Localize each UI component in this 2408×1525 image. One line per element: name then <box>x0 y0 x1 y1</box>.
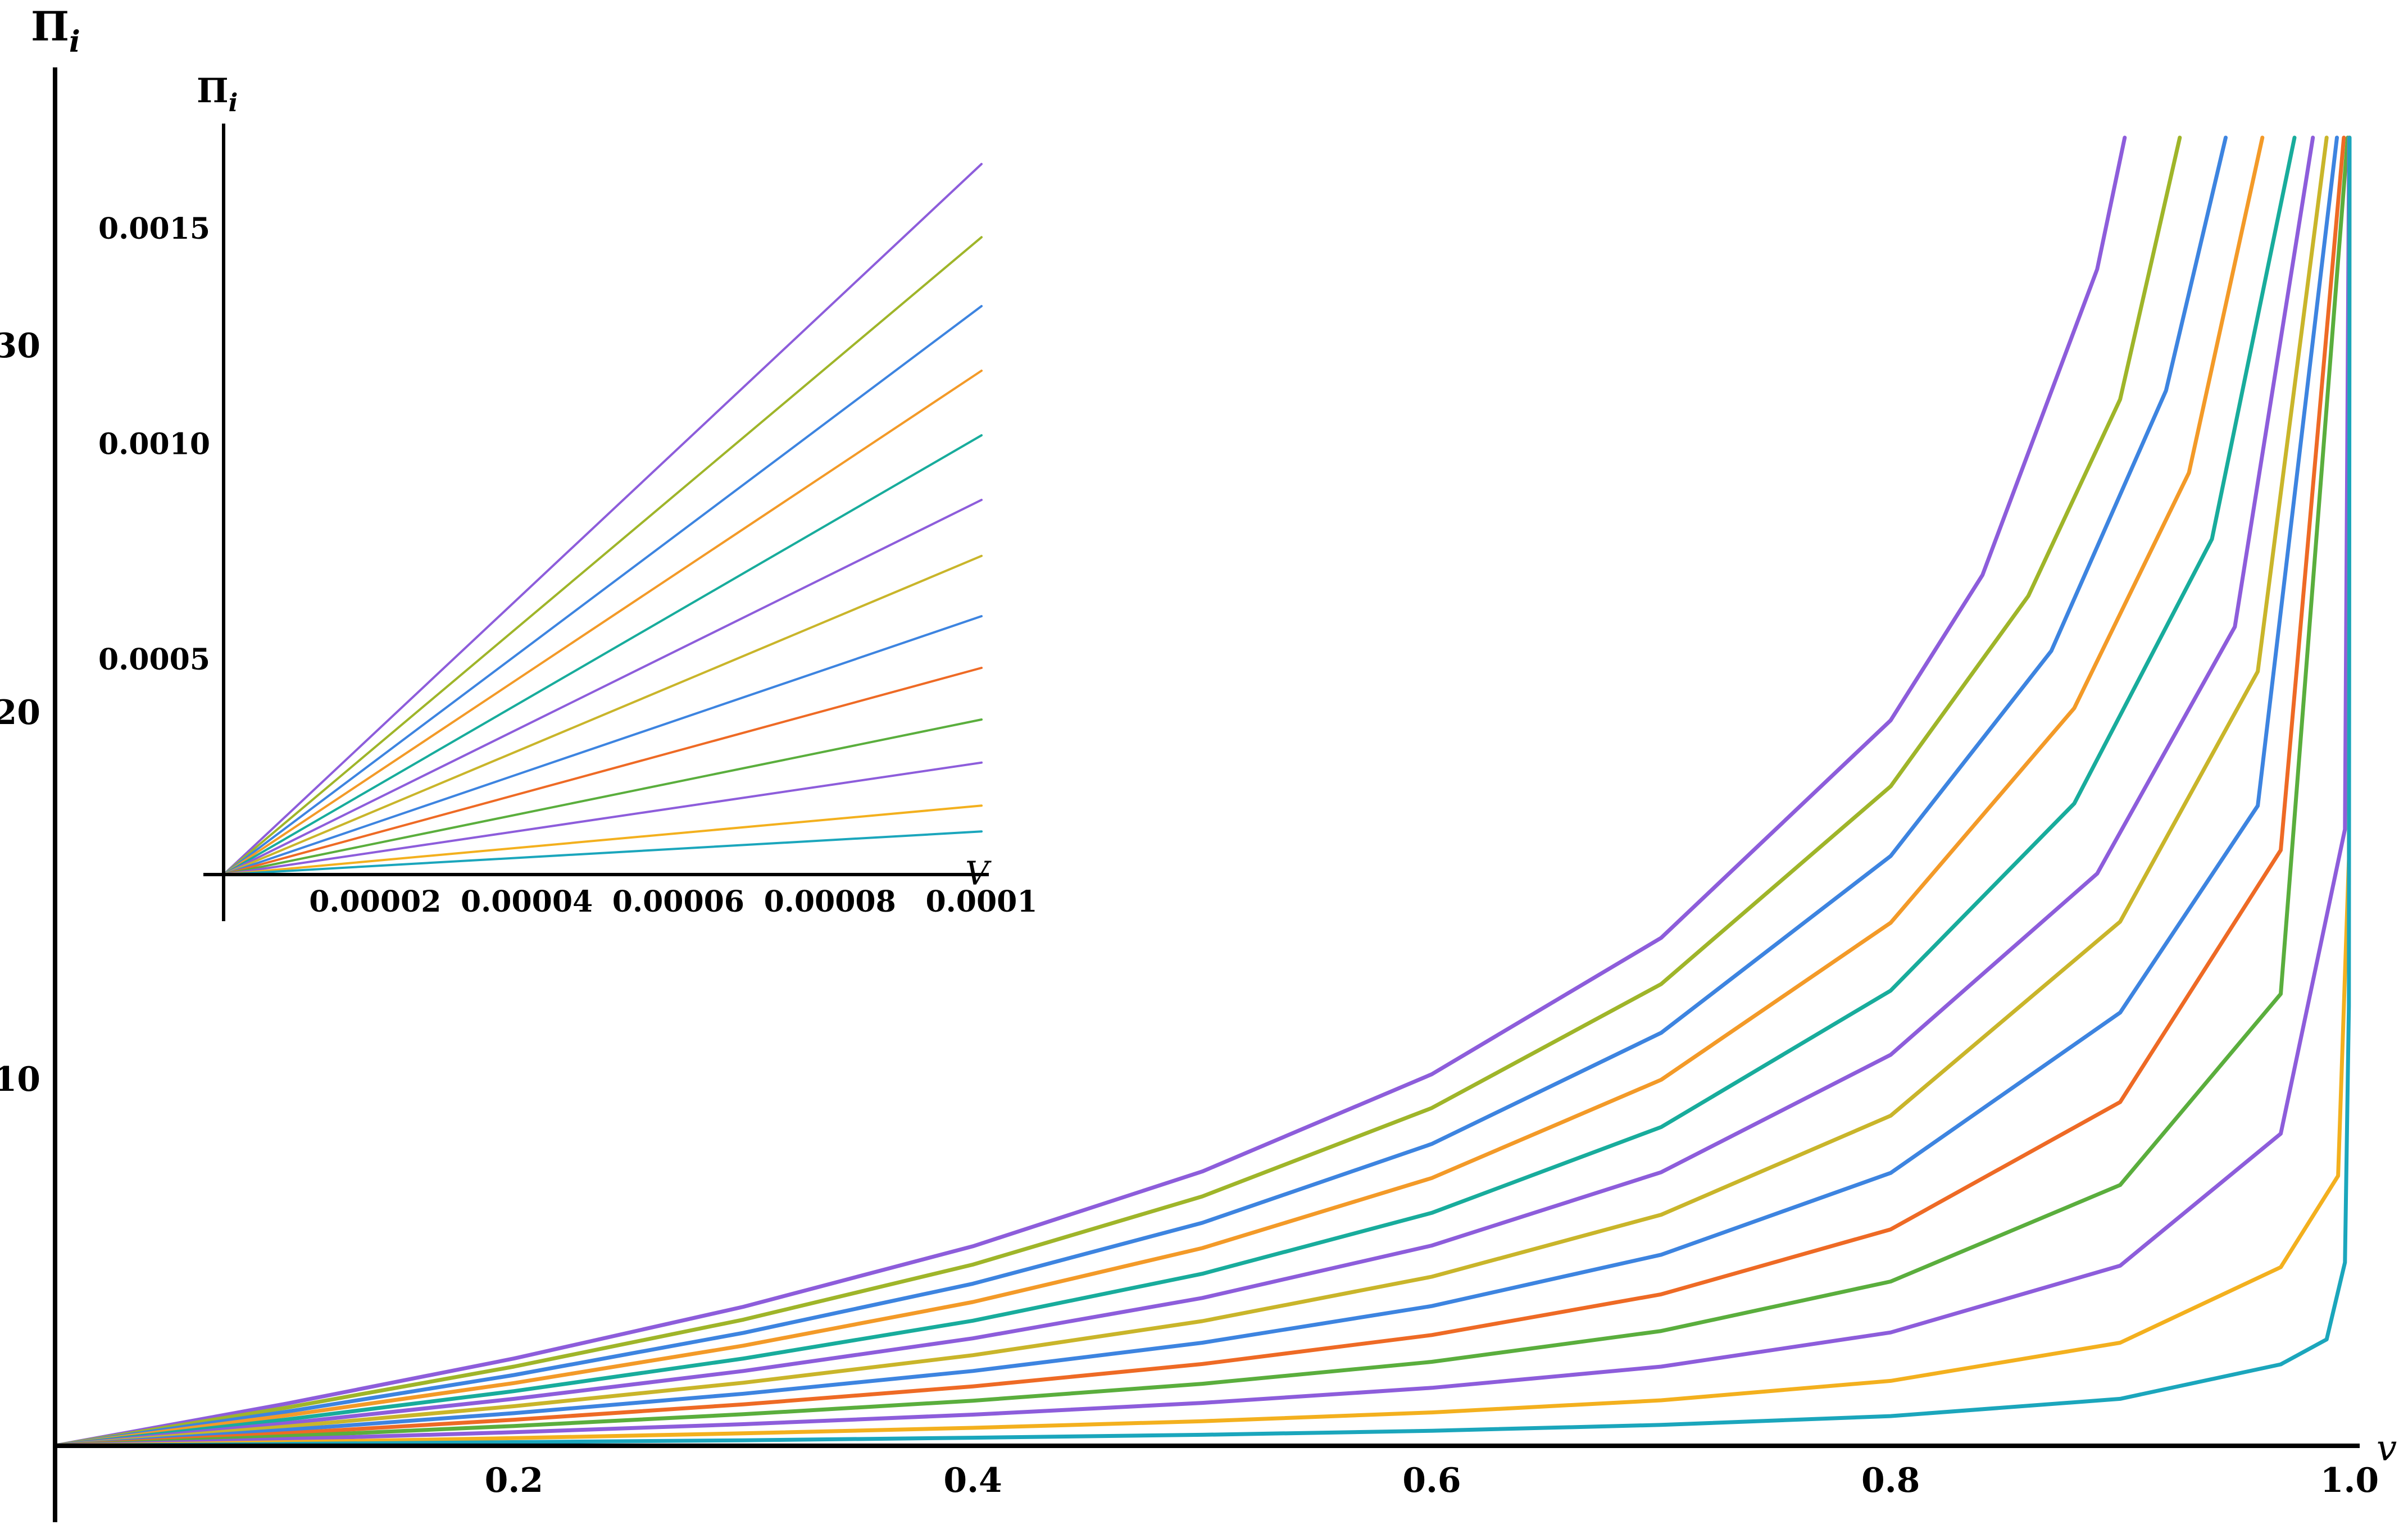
main-series-line-5 <box>53 135 2297 1448</box>
main-x-ticks: 0.2 0.4 0.6 0.8 1.0 <box>485 1461 2379 1500</box>
inset-x-tick-label: 0.00008 <box>764 885 896 919</box>
main-x-tick-label: 0.2 <box>485 1461 543 1500</box>
main-x-tick-label: 0.8 <box>1861 1461 1920 1500</box>
main-series-line-4 <box>53 135 2265 1448</box>
inset-series-line-1 <box>222 163 983 876</box>
main-series-line-12 <box>53 135 2352 1448</box>
inset-series-line-3 <box>222 305 983 876</box>
inset-series-line-5 <box>222 434 983 876</box>
main-y-ticks: 10 20 30 <box>0 326 40 1099</box>
inset-series-line-2 <box>222 236 983 876</box>
inset-y-tick-label: 0.0005 <box>98 643 210 677</box>
main-series-line-8 <box>53 135 2339 1448</box>
inset-y-ticks: 0.0005 0.0010 0.0015 <box>98 212 210 677</box>
inset-y-tick-label: 0.0010 <box>98 427 210 462</box>
main-series-line-2 <box>53 135 2182 1448</box>
main-y-tick-label: 10 <box>0 1060 40 1099</box>
main-y-axis-label-subscript: i <box>69 25 80 59</box>
main-series-line-11 <box>53 135 2351 1448</box>
inset-chart: 0.00002 0.00004 0.00006 0.00008 0.0001 0.000… <box>98 71 1038 921</box>
main-y-tick-label: 20 <box>0 693 40 732</box>
main-y-axis-label-symbol: Π <box>31 2 69 50</box>
inset-series-line-4 <box>222 370 983 876</box>
main-series-group <box>53 135 2352 1448</box>
main-series-line-9 <box>53 135 2346 1448</box>
main-y-tick-label: 30 <box>0 326 40 366</box>
main-x-axis-label: v <box>2377 1428 2397 1469</box>
main-series-line-7 <box>53 135 2329 1448</box>
inset-x-tick-label: 0.0001 <box>925 885 1037 919</box>
inset-y-axis-label: Πi <box>197 71 238 117</box>
main-x-tick-label: 0.4 <box>943 1461 1002 1500</box>
main-series-line-1 <box>53 135 2127 1448</box>
inset-series-line-12 <box>222 804 983 876</box>
inset-y-axis-label-symbol: Π <box>197 71 229 111</box>
main-series-line-10 <box>53 135 2350 1448</box>
inset-x-tick-label: 0.00004 <box>461 885 593 919</box>
inset-x-ticks: 0.00002 0.00004 0.00006 0.00008 0.0001 <box>309 885 1037 919</box>
inset-series-line-8 <box>222 615 983 876</box>
main-y-axis-label: Πi <box>31 2 80 59</box>
inset-series-group <box>222 163 983 876</box>
inset-series-line-13 <box>222 830 983 876</box>
inset-x-tick-label: 0.00002 <box>309 885 441 919</box>
inset-series-line-6 <box>222 499 983 876</box>
inset-x-tick-label: 0.00006 <box>612 885 744 919</box>
inset-series-line-11 <box>222 761 983 876</box>
inset-series-line-7 <box>222 554 983 876</box>
main-series-line-6 <box>53 135 2315 1448</box>
main-series-line-13 <box>53 135 2352 1448</box>
inset-series-line-9 <box>222 667 983 876</box>
main-x-tick-label: 1.0 <box>2320 1461 2379 1500</box>
inset-y-axis-label-subscript: i <box>229 89 238 117</box>
inset-series-line-10 <box>222 718 983 876</box>
main-series-line-3 <box>53 135 2228 1448</box>
inset-y-tick-label: 0.0015 <box>98 212 210 246</box>
inset-x-axis-label: V <box>965 854 992 893</box>
main-x-tick-label: 0.6 <box>1402 1461 1461 1500</box>
